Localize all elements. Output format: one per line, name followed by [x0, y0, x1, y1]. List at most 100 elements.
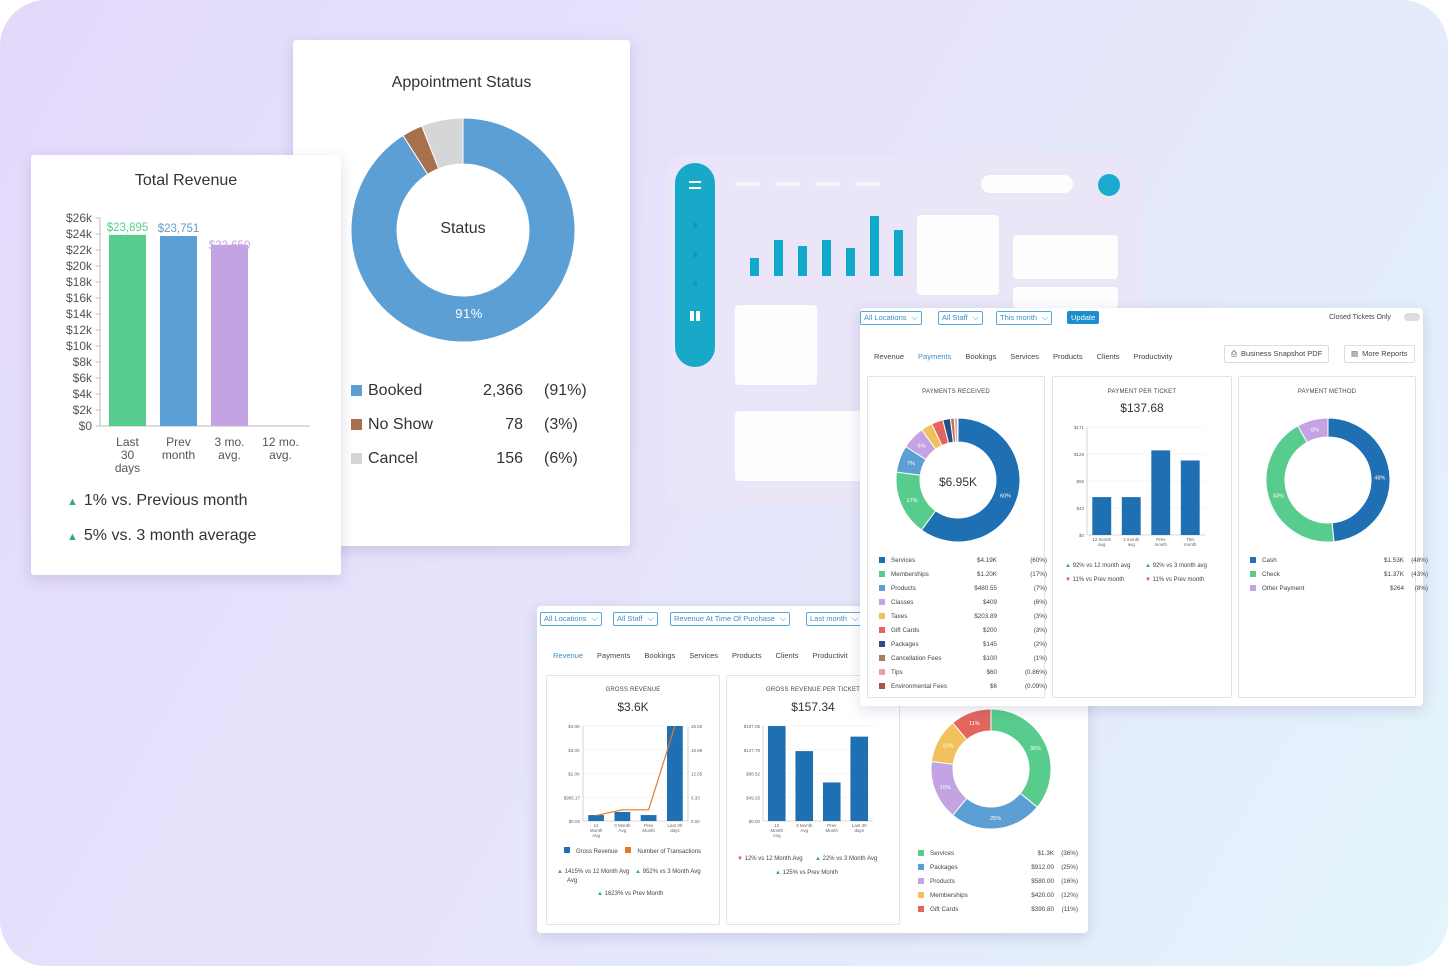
report-icon: ▤ [1351, 349, 1359, 358]
menu-icon[interactable] [689, 181, 701, 189]
x-tick-label: This [1186, 537, 1195, 542]
per-ticket-stat: ▼ 11% vs Prev month [1065, 577, 1125, 583]
y-tick-label: $49.26 [746, 795, 760, 800]
total-revenue-card: Total Revenue $26k $24k $22k $20k $18k $16k $1… [31, 155, 341, 575]
legend-amount: $1.20K [977, 570, 997, 578]
tab-services[interactable]: Services [689, 651, 719, 660]
legend-swatch [351, 419, 362, 430]
donut-pct-label: 6% [918, 444, 926, 450]
legend-row: Services $1.3K (36%) [918, 848, 1078, 858]
y-tick-label: $85 [1076, 479, 1084, 484]
legend-swatch [879, 557, 885, 563]
x-tick-label: month [1154, 542, 1167, 547]
chevron-down-icon: ⌵ [647, 614, 654, 623]
legend-pct: (48%) [1411, 556, 1428, 564]
revenue-categories-donut: 36% 25% 16% 12% 11% [930, 708, 1052, 830]
business-snapshot-pdf-button[interactable]: ⎙ Business Snapshot PDF [1224, 345, 1330, 363]
y2-tick-label: 18.98 [691, 748, 703, 753]
appointment-status-title: Appointment Status [391, 74, 532, 91]
tab-productivity[interactable]: Productivity [1133, 352, 1173, 361]
legend-row: Check $1.37K (43%) [1250, 569, 1428, 579]
bar [1092, 497, 1112, 535]
mockup-card [917, 215, 999, 295]
y-tick-label: $16k [66, 291, 93, 305]
filter-locations[interactable]: All Locations ⌵ [860, 311, 922, 325]
legend-name: Tips [891, 668, 903, 676]
legend-amount: $409 [982, 598, 997, 606]
legend-row: Environmental Fees $6 (0.09%) [879, 681, 1047, 691]
donut-slice [421, 117, 464, 170]
payments-received-title: PAYMENTS RECEIVED [922, 389, 990, 395]
x-tick-label: 3 mo. [214, 435, 244, 449]
legend-pct: (6%) [1033, 598, 1047, 606]
chevron-down-icon: ⌵ [591, 614, 598, 623]
legend-row: Packages $912.00 (25%) [918, 862, 1078, 872]
x-tick-label: 30 [121, 448, 135, 462]
tab-bookings[interactable]: Bookings [644, 651, 676, 660]
x-tick-label: Prev [166, 435, 191, 449]
mockup-avatar[interactable] [1098, 174, 1120, 196]
filter-locations[interactable]: All Locations ⌵ [540, 612, 602, 626]
tab-clients[interactable]: Clients [775, 651, 799, 660]
tab-bookings[interactable]: Bookings [965, 352, 997, 361]
mockup-search[interactable] [981, 175, 1073, 193]
x-tick-label: Last [116, 435, 139, 449]
legend-amount: $60 [986, 668, 997, 676]
y-tick-label: $10k [66, 339, 93, 353]
tab-clients[interactable]: Clients [1096, 352, 1120, 361]
y-tick-label: $22k [66, 243, 93, 257]
per-ticket-stat: ▲ 92% vs 12 month avg [1065, 563, 1131, 569]
y-tick-label: $14k [66, 307, 93, 321]
legend-amount: $1.37K [1384, 570, 1404, 578]
closed-tickets-toggle[interactable] [1404, 313, 1420, 321]
tab-revenue[interactable]: Revenue [553, 651, 584, 660]
mockup-card [735, 305, 817, 385]
status-count: 78 [505, 416, 523, 433]
status-count: 2,366 [482, 382, 523, 399]
donut-pct-label: 17% [907, 498, 918, 504]
payments-received-panel: PAYMENTS RECEIVED 60% 17% 7% 6% $6.95K Serv… [867, 376, 1047, 698]
x-tick-label: Last 30 [852, 823, 867, 828]
filter-staff[interactable]: All Staff ⌵ [938, 311, 983, 325]
legend-row: Memberships $420.00 (12%) [918, 890, 1078, 900]
tab-products[interactable]: Products [1053, 352, 1083, 361]
bar-value-label: $23,895 [107, 222, 149, 234]
donut-pct-label: 11% [969, 721, 980, 727]
tab-payments[interactable]: Payments [597, 651, 631, 660]
legend-swatch [879, 585, 885, 591]
grid-icon[interactable] [690, 311, 700, 321]
tab-revenue[interactable]: Revenue [874, 352, 905, 361]
tab-productivit[interactable]: Productivit [812, 651, 848, 660]
filter-staff[interactable]: All Staff ⌵ [613, 612, 658, 626]
per-ticket-stat: ▼ 12% vs 12 Month Avg [737, 856, 803, 862]
tab-products[interactable]: Products [732, 651, 762, 660]
appointment-status-donut [350, 117, 576, 343]
legend-name: Services [930, 849, 955, 857]
filter-date-range[interactable]: This month ⌵ [996, 311, 1053, 325]
bar [1121, 497, 1141, 535]
legend-pct: (0.09%) [1024, 682, 1047, 690]
more-reports-button[interactable]: ▤ More Reports [1344, 345, 1415, 363]
mockup-card [1013, 287, 1118, 309]
legend-row: Cash $1.53K (48%) [1250, 555, 1428, 565]
x-tick-label: Month [642, 828, 655, 833]
bar [822, 782, 841, 821]
y-tick-label: $0 [1079, 533, 1085, 538]
legend-name: Other Payment [1262, 584, 1305, 592]
tab-services[interactable]: Services [1010, 352, 1040, 361]
tab-payments[interactable]: Payments [918, 352, 952, 361]
update-button[interactable]: Update [1067, 311, 1100, 324]
revenue-tabs: Revenue Payments Bookings Services Products C… [553, 651, 862, 660]
legend-pct: (17%) [1030, 570, 1047, 578]
filter-date-range[interactable]: Last month ⌵ [806, 612, 862, 626]
legend-row: Classes $409 (6%) [879, 597, 1047, 607]
payment-per-ticket-panel: PAYMENT PER TICKET $137.68 $171 $128 $85 $4… [1052, 376, 1232, 698]
gross-revenue-title: GROSS REVENUE [605, 687, 661, 693]
x-tick-label: 3 Month [796, 823, 813, 828]
bar [614, 811, 631, 821]
legend-row: Packages $145 (2%) [879, 639, 1047, 649]
payment-per-ticket-title: PAYMENT PER TICKET [1107, 389, 1177, 395]
donut-pct-label: 8% [1311, 428, 1319, 434]
filter-revenue-type[interactable]: Revenue At Time Of Purchase ⌵ [670, 612, 790, 626]
